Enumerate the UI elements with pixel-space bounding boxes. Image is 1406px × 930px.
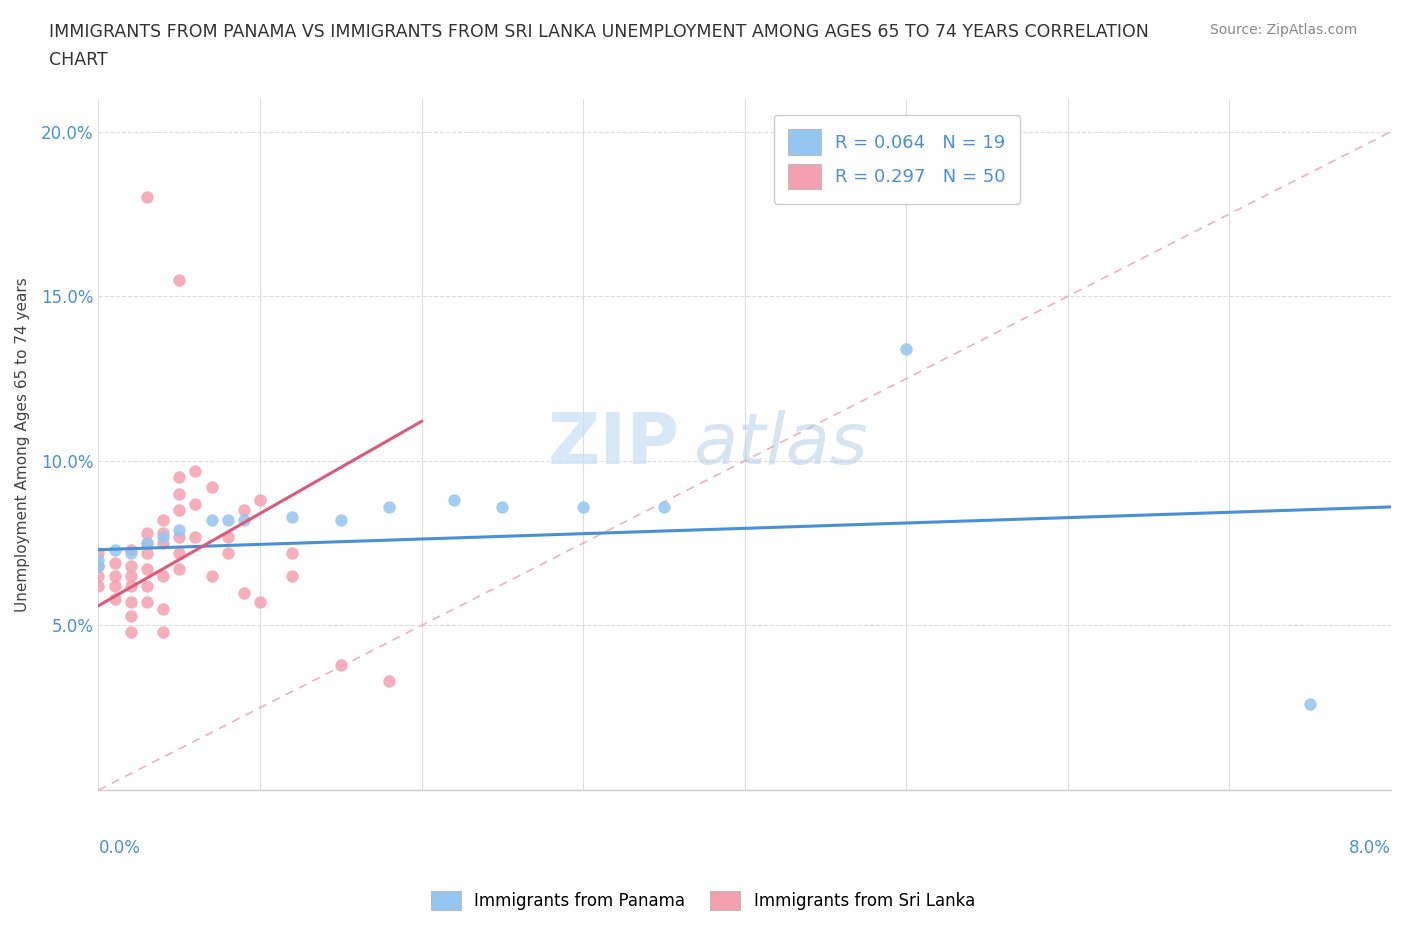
Point xyxy=(232,512,254,527)
Point xyxy=(167,523,190,538)
Point xyxy=(87,559,110,574)
Point xyxy=(378,674,401,689)
Point xyxy=(329,512,352,527)
Text: CHART: CHART xyxy=(49,51,108,69)
Text: atlas: atlas xyxy=(693,410,868,479)
Point xyxy=(217,512,239,527)
Point xyxy=(378,499,401,514)
Point xyxy=(329,658,352,672)
Point xyxy=(184,463,207,478)
Point xyxy=(87,578,110,593)
Text: Source: ZipAtlas.com: Source: ZipAtlas.com xyxy=(1209,23,1357,37)
Point xyxy=(167,470,190,485)
Point xyxy=(120,542,142,557)
Point xyxy=(152,625,174,640)
Text: ZIP: ZIP xyxy=(548,410,681,479)
Point xyxy=(136,536,159,551)
Point xyxy=(281,568,304,583)
Point xyxy=(136,562,159,577)
Point xyxy=(249,595,271,610)
Point xyxy=(87,546,110,561)
Point xyxy=(184,497,207,512)
Point xyxy=(152,512,174,527)
Text: IMMIGRANTS FROM PANAMA VS IMMIGRANTS FROM SRI LANKA UNEMPLOYMENT AMONG AGES 65 T: IMMIGRANTS FROM PANAMA VS IMMIGRANTS FRO… xyxy=(49,23,1149,41)
Point xyxy=(120,625,142,640)
Point xyxy=(87,559,110,574)
Point xyxy=(281,510,304,525)
Point xyxy=(120,559,142,574)
Y-axis label: Unemployment Among Ages 65 to 74 years: Unemployment Among Ages 65 to 74 years xyxy=(15,277,30,612)
Point xyxy=(104,591,127,606)
Point xyxy=(104,578,127,593)
Point xyxy=(152,536,174,551)
Point xyxy=(184,529,207,544)
Point xyxy=(217,529,239,544)
Point xyxy=(232,585,254,600)
Point xyxy=(104,542,127,557)
Point xyxy=(896,341,918,356)
Point xyxy=(87,552,110,567)
Point xyxy=(120,568,142,583)
Point xyxy=(136,190,159,205)
Text: 8.0%: 8.0% xyxy=(1350,840,1391,857)
Point xyxy=(120,546,142,561)
Point xyxy=(87,568,110,583)
Point xyxy=(167,546,190,561)
Point xyxy=(217,546,239,561)
Point xyxy=(136,546,159,561)
Point xyxy=(1299,697,1322,711)
Point xyxy=(136,525,159,540)
Point xyxy=(652,499,675,514)
Point xyxy=(200,512,222,527)
Point xyxy=(200,568,222,583)
Point xyxy=(104,568,127,583)
Point xyxy=(152,568,174,583)
Point xyxy=(120,608,142,623)
Legend: Immigrants from Panama, Immigrants from Sri Lanka: Immigrants from Panama, Immigrants from … xyxy=(425,884,981,917)
Point xyxy=(572,499,595,514)
Point xyxy=(167,486,190,501)
Point xyxy=(152,602,174,617)
Point xyxy=(152,529,174,544)
Text: 0.0%: 0.0% xyxy=(98,840,141,857)
Point xyxy=(152,525,174,540)
Point xyxy=(104,555,127,570)
Point xyxy=(200,480,222,495)
Point xyxy=(167,503,190,518)
Point xyxy=(249,493,271,508)
Point xyxy=(136,536,159,551)
Point xyxy=(136,578,159,593)
Legend: R = 0.064   N = 19, R = 0.297   N = 50: R = 0.064 N = 19, R = 0.297 N = 50 xyxy=(773,114,1021,204)
Point xyxy=(136,595,159,610)
Point xyxy=(167,529,190,544)
Point xyxy=(120,578,142,593)
Point xyxy=(120,595,142,610)
Point xyxy=(281,546,304,561)
Point xyxy=(491,499,513,514)
Point xyxy=(167,272,190,287)
Point xyxy=(232,503,254,518)
Point xyxy=(167,562,190,577)
Point xyxy=(443,493,465,508)
